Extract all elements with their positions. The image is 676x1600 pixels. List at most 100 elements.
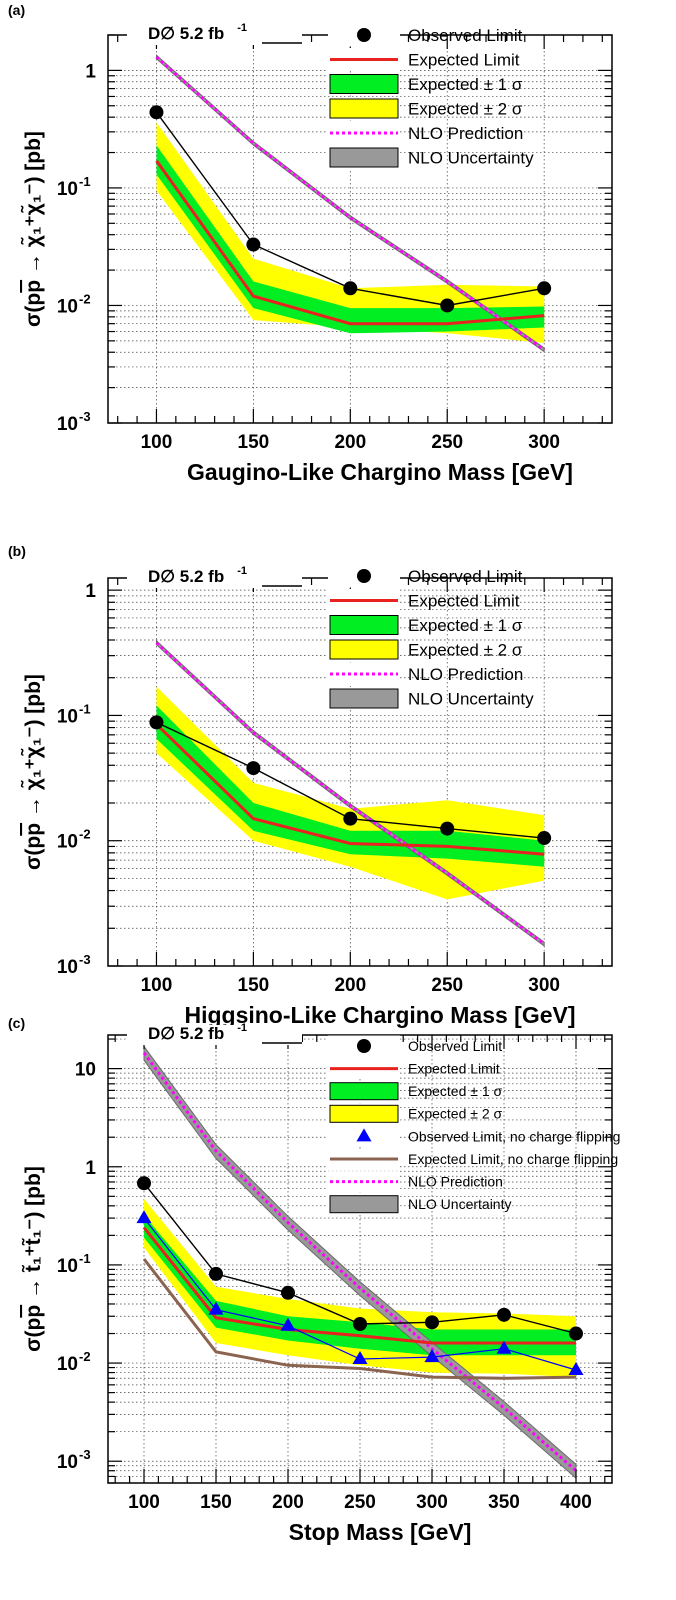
y-tick-exponent: -2	[79, 827, 91, 842]
experiment-label: D∅ 5.2 fb -1	[127, 565, 302, 588]
legend-label: Expected Limit	[408, 50, 520, 69]
nlo-prediction-line	[142, 1051, 577, 1472]
nlo-prediction-line	[155, 55, 546, 351]
x-axis-label: Gaugino-Like Chargino Mass [GeV]	[187, 459, 573, 485]
legend-label: Observed Limit, no charge flipping	[408, 1128, 620, 1144]
legend-item: Expected ± 2 σ	[328, 638, 523, 661]
x-tick-label: 150	[238, 432, 270, 453]
y-tick-exponent: -1	[79, 701, 91, 716]
y-tick-exponent: -1	[79, 1251, 91, 1266]
observed-noflip-point	[568, 1361, 584, 1375]
legend-marker	[357, 28, 371, 42]
y-tick-label: 1	[85, 1158, 96, 1179]
y-tick-label: 10	[57, 1354, 78, 1375]
legend-item: Expected ± 1 σ	[328, 1080, 503, 1102]
legend-marker	[357, 1039, 371, 1053]
y-tick-label: 10	[57, 957, 78, 978]
legend-item: NLO Prediction	[328, 121, 523, 145]
x-tick-label: 200	[334, 432, 366, 453]
legend-label: Observed Limit	[408, 1038, 502, 1054]
legend-box	[329, 615, 399, 635]
legend-box	[329, 1104, 399, 1123]
legend-box	[329, 1082, 399, 1101]
data-layer	[136, 1044, 584, 1480]
x-tick-label: 100	[141, 975, 173, 996]
observed-noflip-point	[136, 1210, 152, 1224]
x-tick-label: 150	[238, 975, 270, 996]
legend-label: Expected ± 2 σ	[408, 99, 523, 118]
observed-point	[343, 281, 358, 296]
legend-item: Expected Limit	[328, 1058, 500, 1080]
y-tick-label: 10	[57, 1452, 78, 1473]
legend-label: Expected ± 1 σ	[408, 75, 523, 94]
experiment-text: D∅ 5.2 fb	[148, 567, 224, 586]
expected-limit-line	[155, 723, 545, 856]
legend-item: NLO Uncertainty	[328, 687, 534, 710]
observed-point	[353, 1317, 367, 1332]
y-tick-label: 10	[57, 832, 78, 853]
observed-point	[537, 281, 552, 296]
legend-item: Observed Limit, no charge flipping	[328, 1125, 620, 1147]
x-tick-label: 350	[488, 1492, 520, 1513]
legend-label: Observed Limit	[408, 567, 523, 586]
legend-label: NLO Prediction	[408, 665, 523, 684]
legend-box	[329, 147, 399, 168]
legend-item: Observed Limit	[328, 1035, 502, 1057]
legend-label: NLO Uncertainty	[408, 1196, 511, 1212]
expected-limit-line	[155, 159, 545, 326]
y-tick-label: 10	[57, 706, 78, 727]
observed-noflip-point	[280, 1317, 296, 1331]
y-tick-exponent: -3	[79, 409, 91, 424]
x-tick-label: 300	[416, 1492, 448, 1513]
legend-label: NLO Uncertainty	[408, 148, 534, 167]
y-tick-label: 1	[85, 61, 96, 82]
legend-label: NLO Uncertainty	[408, 689, 534, 708]
data-layer	[149, 54, 552, 353]
x-tick-label: 300	[528, 432, 560, 453]
y-tick-label: 1	[85, 581, 96, 602]
panel-label: (a)	[8, 2, 25, 18]
y-tick-label: 10	[57, 414, 78, 435]
legend-item: Expected Limit, no charge flipping	[328, 1148, 618, 1170]
legend-item: Expected ± 2 σ	[328, 97, 523, 120]
x-axis-label: Stop Mass [GeV]	[289, 1519, 472, 1545]
experiment-label: D∅ 5.2 fb -1	[127, 22, 302, 45]
y-tick-exponent: -2	[79, 1349, 91, 1364]
x-tick-label: 300	[528, 975, 560, 996]
observed-point	[137, 1176, 151, 1191]
experiment-text: D∅ 5.2 fb	[148, 1024, 224, 1043]
panel-label: (b)	[8, 543, 26, 559]
band-1sigma	[156, 145, 545, 334]
x-tick-label: 200	[334, 975, 366, 996]
legend-label: Expected Limit	[408, 591, 520, 610]
legend-box	[329, 1195, 399, 1214]
legend-box	[329, 639, 399, 660]
band-1sigma	[156, 705, 545, 867]
data-layer	[149, 639, 552, 947]
legend: Observed Limit Expected Limit Expected ± 1…	[328, 1035, 620, 1215]
legend-label: Observed Limit	[408, 26, 523, 45]
x-tick-label: 200	[272, 1492, 304, 1513]
legend-item: NLO Uncertainty	[328, 146, 534, 169]
observed-point	[440, 821, 455, 836]
y-tick-label: 10	[75, 1060, 96, 1081]
x-axis-label: Higgsino-Like Chargino Mass [GeV]	[184, 1002, 575, 1028]
observed-point	[246, 237, 261, 252]
expected-limit-noflip-line	[142, 1258, 577, 1380]
x-tick-label: 100	[128, 1492, 160, 1513]
y-tick-label: 10	[57, 179, 78, 200]
x-tick-label: 250	[431, 432, 463, 453]
legend-box	[329, 688, 399, 709]
y-tick-exponent: -3	[79, 1447, 91, 1462]
y-axis-label: σ(pp → χ̃₁⁺χ̃₁⁻) [pb]	[21, 674, 45, 870]
observed-noflip-point	[352, 1351, 368, 1365]
observed-point	[281, 1285, 295, 1300]
observed-point	[440, 298, 455, 313]
experiment-text: D∅ 5.2 fb	[148, 24, 224, 43]
y-tick-exponent: -2	[79, 291, 91, 306]
observed-point	[246, 761, 261, 776]
observed-noflip-point	[208, 1301, 224, 1315]
